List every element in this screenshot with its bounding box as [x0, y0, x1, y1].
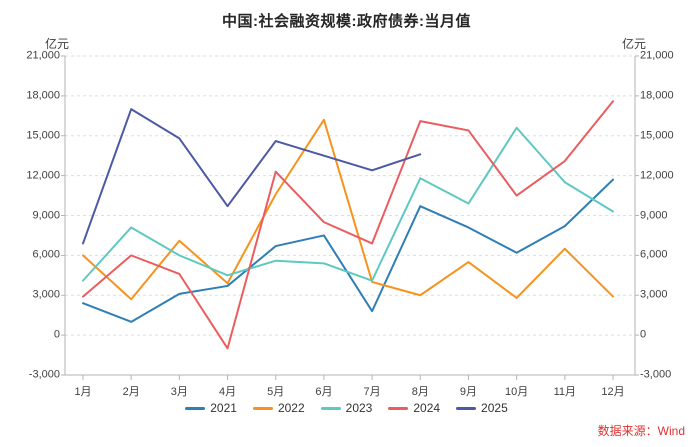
series-line-2025: [82, 108, 422, 245]
legend-label: 2022: [277, 401, 305, 415]
y-axis-tick-label-right: 6,000: [640, 248, 668, 261]
y-axis-tick-label-left: 0: [53, 328, 60, 341]
x-axis-tick-label: 5月: [267, 386, 285, 398]
y-axis-tick-label-left: 21,000: [26, 49, 60, 62]
x-axis-tick-label: 12月: [601, 386, 625, 398]
legend: 2021 2022 2023 2024 2025: [0, 401, 693, 415]
y-axis-tick-label-left: 12,000: [26, 169, 60, 182]
y-axis-tick-label-left: -3,000: [28, 368, 60, 381]
legend-item-2024: 2024: [388, 401, 440, 415]
y-axis-unit-right: 亿元: [622, 37, 647, 51]
legend-label: 2021: [210, 401, 237, 415]
legend-label: 2023: [345, 401, 373, 415]
y-axis-tick-label-left: 3,000: [32, 288, 60, 301]
legend-swatch-2023: [320, 406, 341, 410]
y-axis-tick-label-left: 18,000: [26, 89, 60, 102]
y-axis-tick-label-right: 0: [640, 328, 647, 341]
legend-label: 2025: [481, 401, 508, 415]
y-axis-tick-label-right: 21,000: [640, 49, 674, 62]
legend-label: 2024: [413, 401, 441, 415]
x-axis-tick-label: 6月: [315, 386, 333, 398]
legend-swatch-2025: [456, 406, 477, 410]
legend-item-2021: 2021: [185, 401, 237, 415]
series-line-2024: [82, 100, 614, 350]
legend-swatch-2022: [252, 406, 273, 410]
legend-swatch-2021: [185, 406, 206, 410]
x-axis-tick-label: 4月: [218, 386, 237, 398]
x-axis-tick-label: 10月: [505, 386, 529, 398]
x-axis-tick-label: 1月: [74, 386, 92, 398]
x-axis-tick-label: 9月: [459, 386, 478, 398]
x-axis-tick-label: 3月: [170, 386, 188, 398]
chart-title: 中国:社会融资规模:政府债券:当月值: [222, 13, 471, 30]
y-axis-tick-label-right: 3,000: [640, 288, 668, 301]
series-line-2023: [82, 126, 614, 282]
series-line-2021: [82, 178, 614, 323]
data-source-note: 数据来源：Wind: [597, 424, 685, 438]
y-axis-tick-label-left: 15,000: [26, 129, 60, 142]
legend-item-2023: 2023: [320, 401, 373, 415]
y-axis-tick-label-right: -3,000: [640, 368, 672, 381]
y-axis-unit-left: 亿元: [45, 37, 70, 51]
x-axis-tick-label: 11月: [553, 386, 577, 398]
y-axis-tick-label-right: 9,000: [640, 209, 668, 221]
y-axis-tick-label-left: 6,000: [32, 248, 60, 261]
y-axis-tick-label-left: 9,000: [32, 209, 60, 221]
x-axis-tick-label: 8月: [411, 386, 429, 398]
y-axis-tick-label-right: 15,000: [640, 129, 674, 142]
y-axis-tick-label-right: 18,000: [640, 89, 674, 102]
y-axis-tick-label-right: 12,000: [640, 169, 674, 182]
legend-item-2022: 2022: [252, 401, 305, 415]
x-axis-tick-label: 7月: [363, 386, 381, 398]
legend-item-2025: 2025: [456, 401, 508, 415]
x-axis-tick-label: 2月: [122, 386, 140, 398]
legend-swatch-2024: [388, 406, 409, 410]
